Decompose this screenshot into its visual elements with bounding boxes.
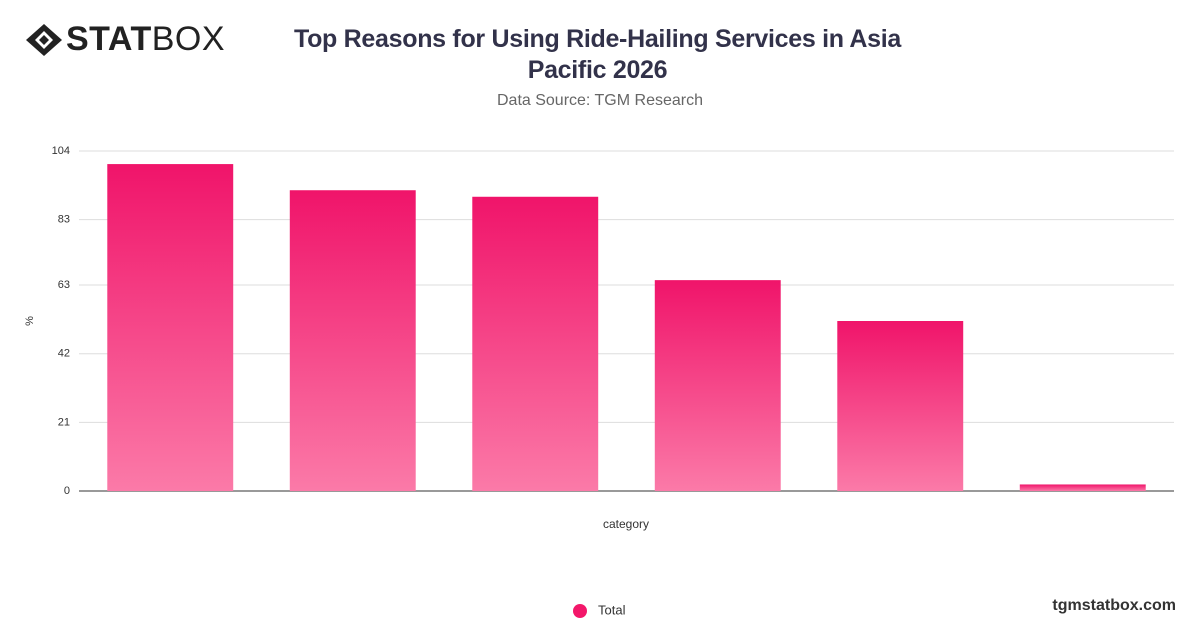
y-tick-label: 83 <box>58 214 70 226</box>
y-tick-label: 0 <box>64 485 70 497</box>
chart-subtitle: Data Source: TGM Research <box>496 92 703 109</box>
y-tick-label: 42 <box>58 348 70 360</box>
footer: tgmstatbox.com <box>1052 597 1176 614</box>
bar <box>837 321 964 491</box>
bar <box>472 196 599 491</box>
x-axis-label: category <box>603 517 649 531</box>
logo-light: BOX <box>151 20 226 58</box>
logo: STATBOX <box>66 20 225 59</box>
y-axis-label: % <box>24 316 36 326</box>
bar <box>1019 484 1146 491</box>
y-tick-label: 104 <box>52 145 70 157</box>
legend-label: Total <box>598 602 626 617</box>
bar <box>107 164 234 492</box>
bar <box>289 190 416 491</box>
bar <box>654 280 781 491</box>
y-tick-label: 21 <box>58 416 70 428</box>
logo-icon <box>26 24 62 56</box>
legend-swatch <box>573 604 587 618</box>
chart-title: Top Reasons for Using Ride-Hailing Servi… <box>293 25 902 84</box>
y-tick-label: 63 <box>58 279 70 291</box>
logo-bold: STAT <box>66 20 152 58</box>
